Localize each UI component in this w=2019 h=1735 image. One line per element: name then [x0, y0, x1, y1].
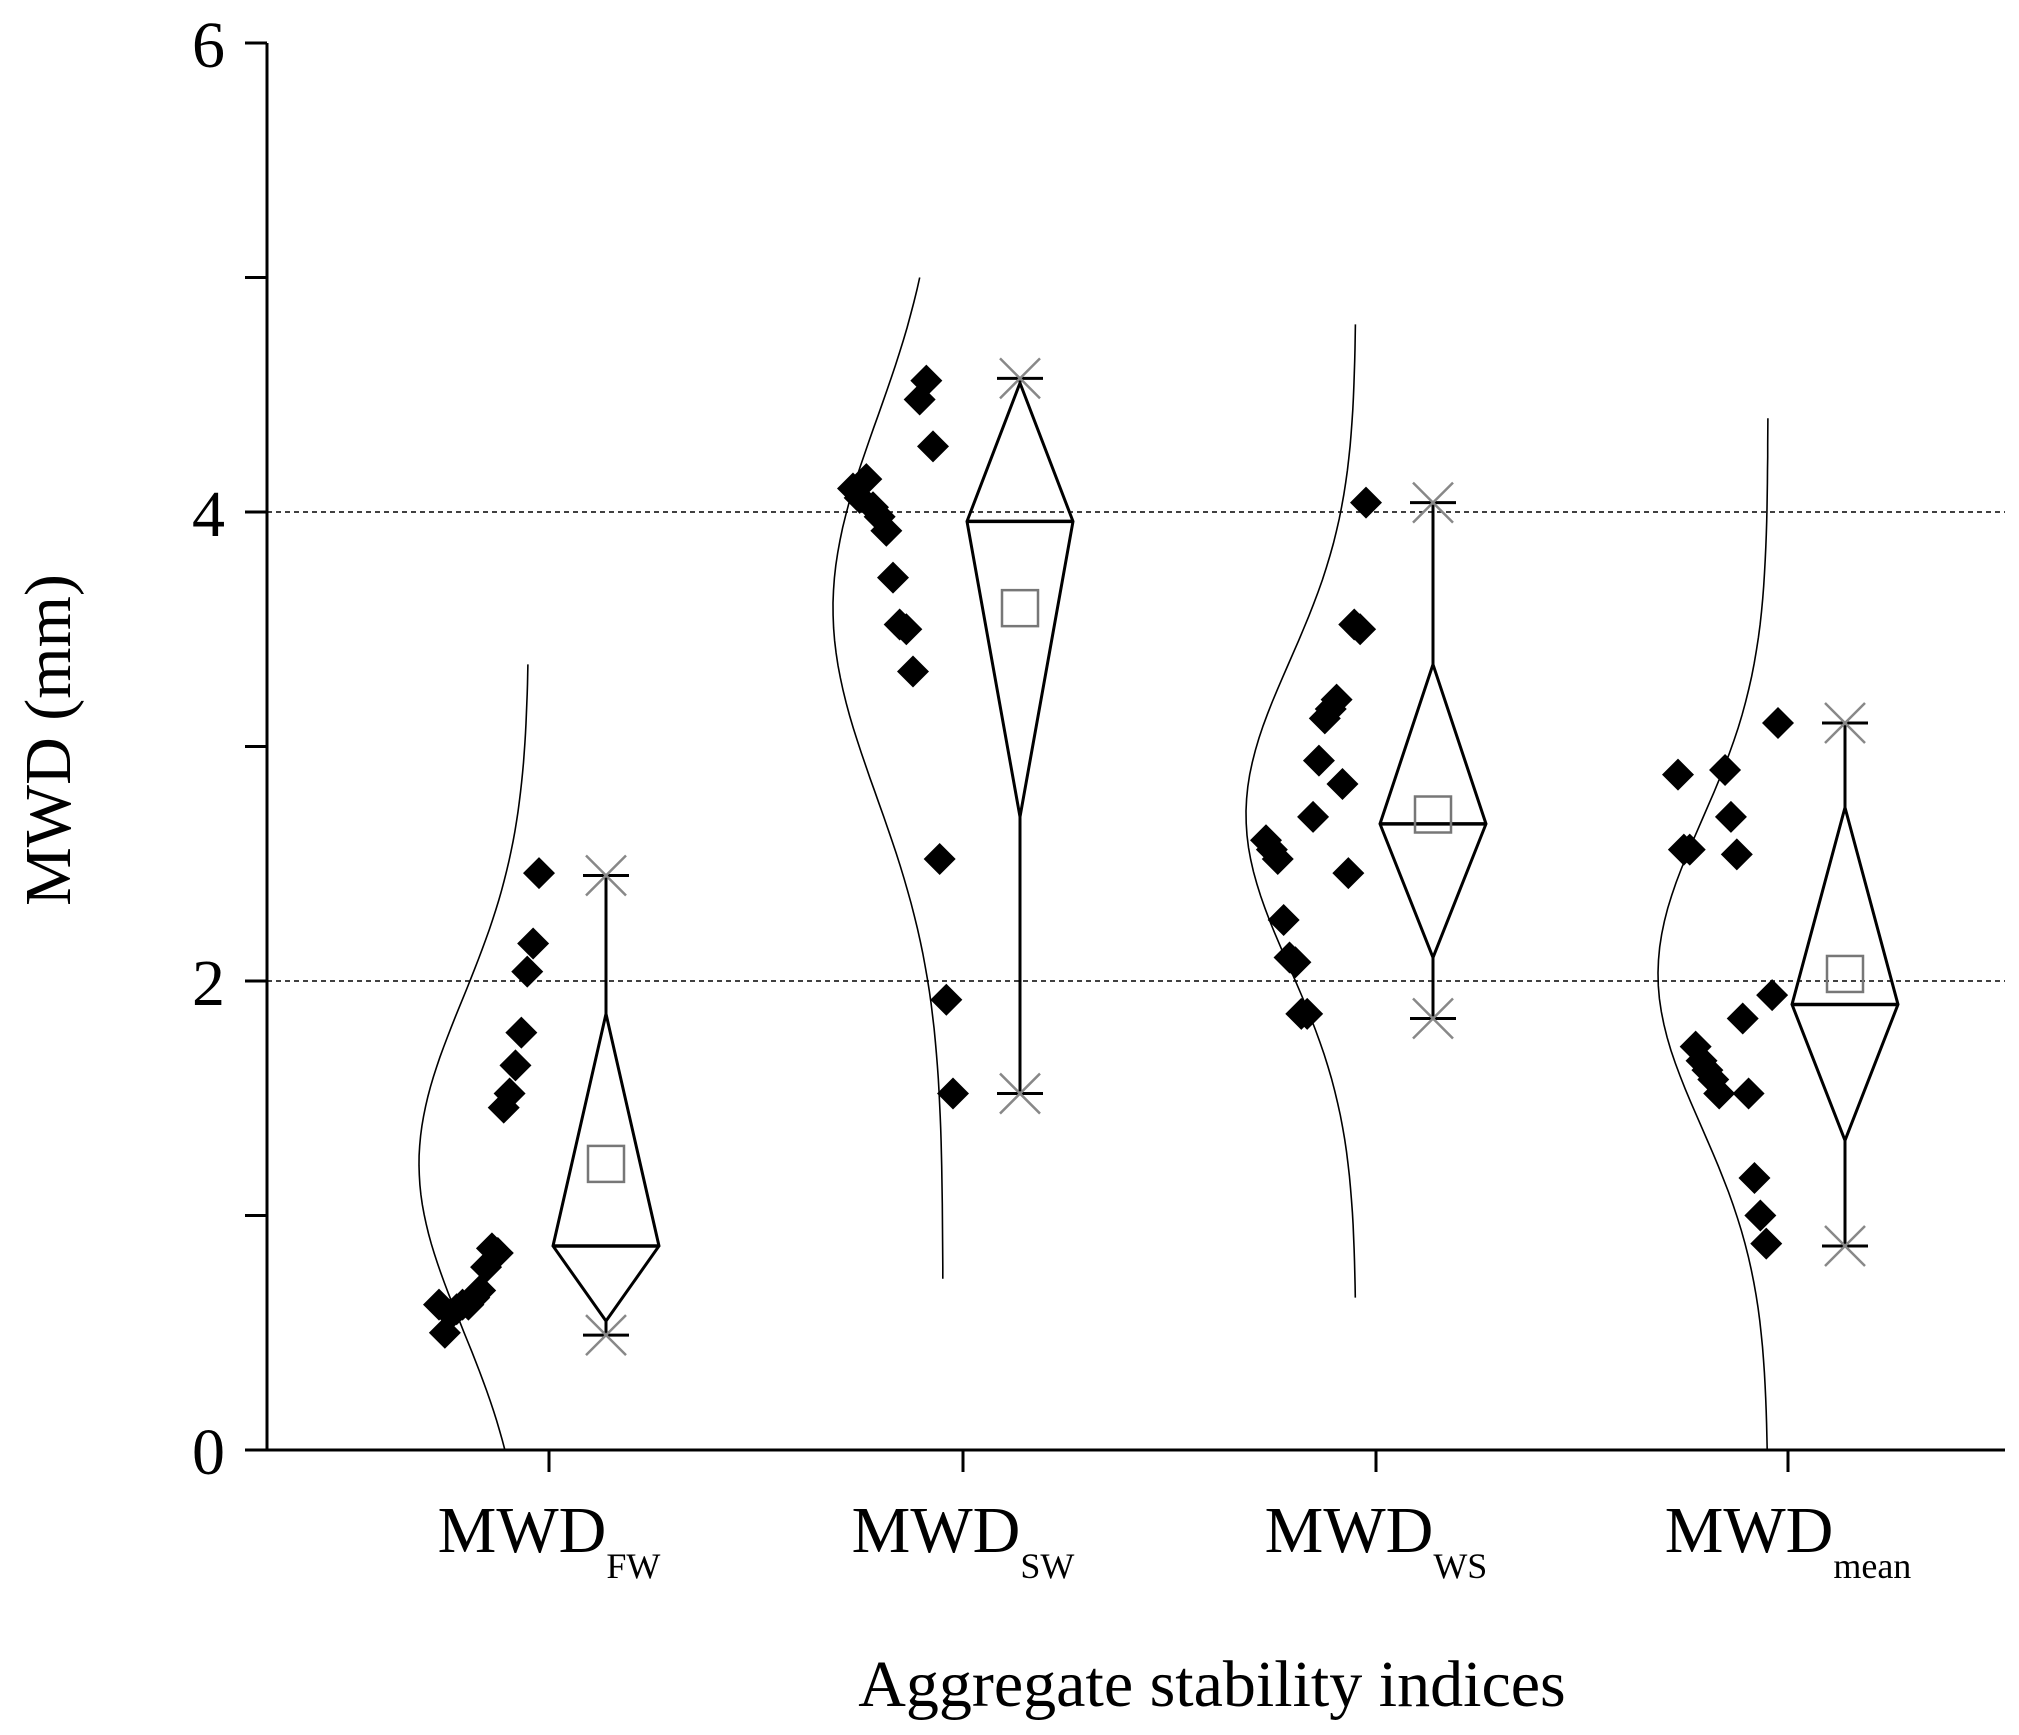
y-tick-label: 4	[192, 478, 225, 551]
mean-marker	[1000, 588, 1040, 628]
data-point	[1732, 1077, 1765, 1110]
data-point	[1714, 800, 1747, 833]
data-point	[1726, 1002, 1759, 1035]
diamond-box	[965, 378, 1075, 818]
y-tick-label: 2	[192, 947, 225, 1020]
mean-marker	[586, 1144, 626, 1184]
data-point	[1756, 979, 1789, 1012]
max-marker	[1412, 481, 1454, 524]
data-point	[1261, 843, 1294, 876]
data-point	[1350, 486, 1382, 519]
diamond-box	[551, 1013, 661, 1324]
data-point	[1302, 744, 1335, 777]
data-point	[1709, 753, 1742, 786]
data-point	[1673, 833, 1706, 866]
data-point	[517, 927, 550, 960]
data-point	[870, 514, 903, 547]
mean-marker	[1413, 795, 1453, 834]
normal-curve	[832, 277, 944, 1279]
data-point	[505, 1016, 538, 1049]
max-marker-stroke	[1824, 702, 1866, 744]
min-marker-stroke	[1412, 997, 1454, 1040]
data-point	[1738, 1161, 1771, 1194]
y-tick-label: 6	[192, 9, 225, 82]
max-marker-stroke	[585, 854, 627, 897]
data-point	[850, 463, 883, 496]
grid-layer	[267, 511, 2005, 982]
box-layer	[551, 357, 1900, 1356]
data-point	[1762, 707, 1794, 740]
data-point	[464, 1274, 497, 1307]
min-marker	[1824, 1225, 1866, 1267]
data-point	[1344, 613, 1377, 646]
x-tick-label: MWDFW	[438, 1494, 661, 1586]
data-point	[930, 983, 963, 1016]
curve-layer	[418, 277, 1769, 1451]
x-tick-label: MWDSW	[852, 1494, 1075, 1586]
data-point	[1662, 758, 1694, 791]
data-point	[523, 857, 555, 890]
data-point	[1332, 857, 1365, 890]
data-point	[897, 655, 929, 688]
tick-layer: 0 2 4 6 MWDFW MWDSW MWDWS MWDmean	[192, 9, 1911, 1586]
min-marker-stroke	[999, 1072, 1041, 1115]
data-point	[910, 364, 943, 397]
max-marker-stroke	[999, 357, 1041, 400]
data-point	[1744, 1199, 1777, 1232]
max-marker	[585, 854, 627, 897]
x-tick-label: MWDmean	[1665, 1494, 1912, 1586]
normal-curve	[1245, 324, 1357, 1298]
data-point	[1297, 800, 1330, 833]
data-point	[1750, 1227, 1783, 1260]
data-point	[1267, 904, 1300, 937]
data-point	[499, 1049, 532, 1082]
max-marker	[999, 357, 1041, 400]
data-point	[890, 613, 923, 646]
point-layer	[423, 364, 1794, 1349]
min-marker	[585, 1314, 627, 1356]
max-marker-stroke	[1412, 481, 1454, 524]
x-axis-title: Aggregate stability indices	[858, 1648, 1565, 1721]
data-point	[923, 843, 956, 876]
data-point	[481, 1237, 514, 1270]
min-marker	[999, 1072, 1041, 1115]
data-point	[493, 1077, 526, 1110]
diamond-box	[1378, 659, 1488, 962]
data-point	[1320, 683, 1353, 716]
y-tick-label: 0	[192, 1416, 225, 1489]
data-point	[937, 1077, 969, 1110]
data-point	[1326, 768, 1359, 801]
y-axis-title: MWD (mm)	[12, 574, 85, 906]
data-point	[1703, 1077, 1736, 1110]
data-point	[877, 561, 909, 594]
data-point	[1291, 997, 1324, 1030]
data-point	[511, 955, 544, 988]
data-point	[917, 430, 949, 463]
min-marker-stroke	[585, 1314, 627, 1356]
diamond-box	[1790, 801, 1900, 1145]
min-marker-stroke	[1824, 1225, 1866, 1267]
normal-curve	[1657, 418, 1769, 1451]
data-point	[1720, 838, 1753, 871]
max-marker	[1824, 702, 1866, 744]
min-marker	[1412, 997, 1454, 1040]
mean-marker	[1825, 954, 1865, 994]
x-tick-label: MWDWS	[1265, 1494, 1488, 1586]
data-point	[1279, 946, 1312, 979]
